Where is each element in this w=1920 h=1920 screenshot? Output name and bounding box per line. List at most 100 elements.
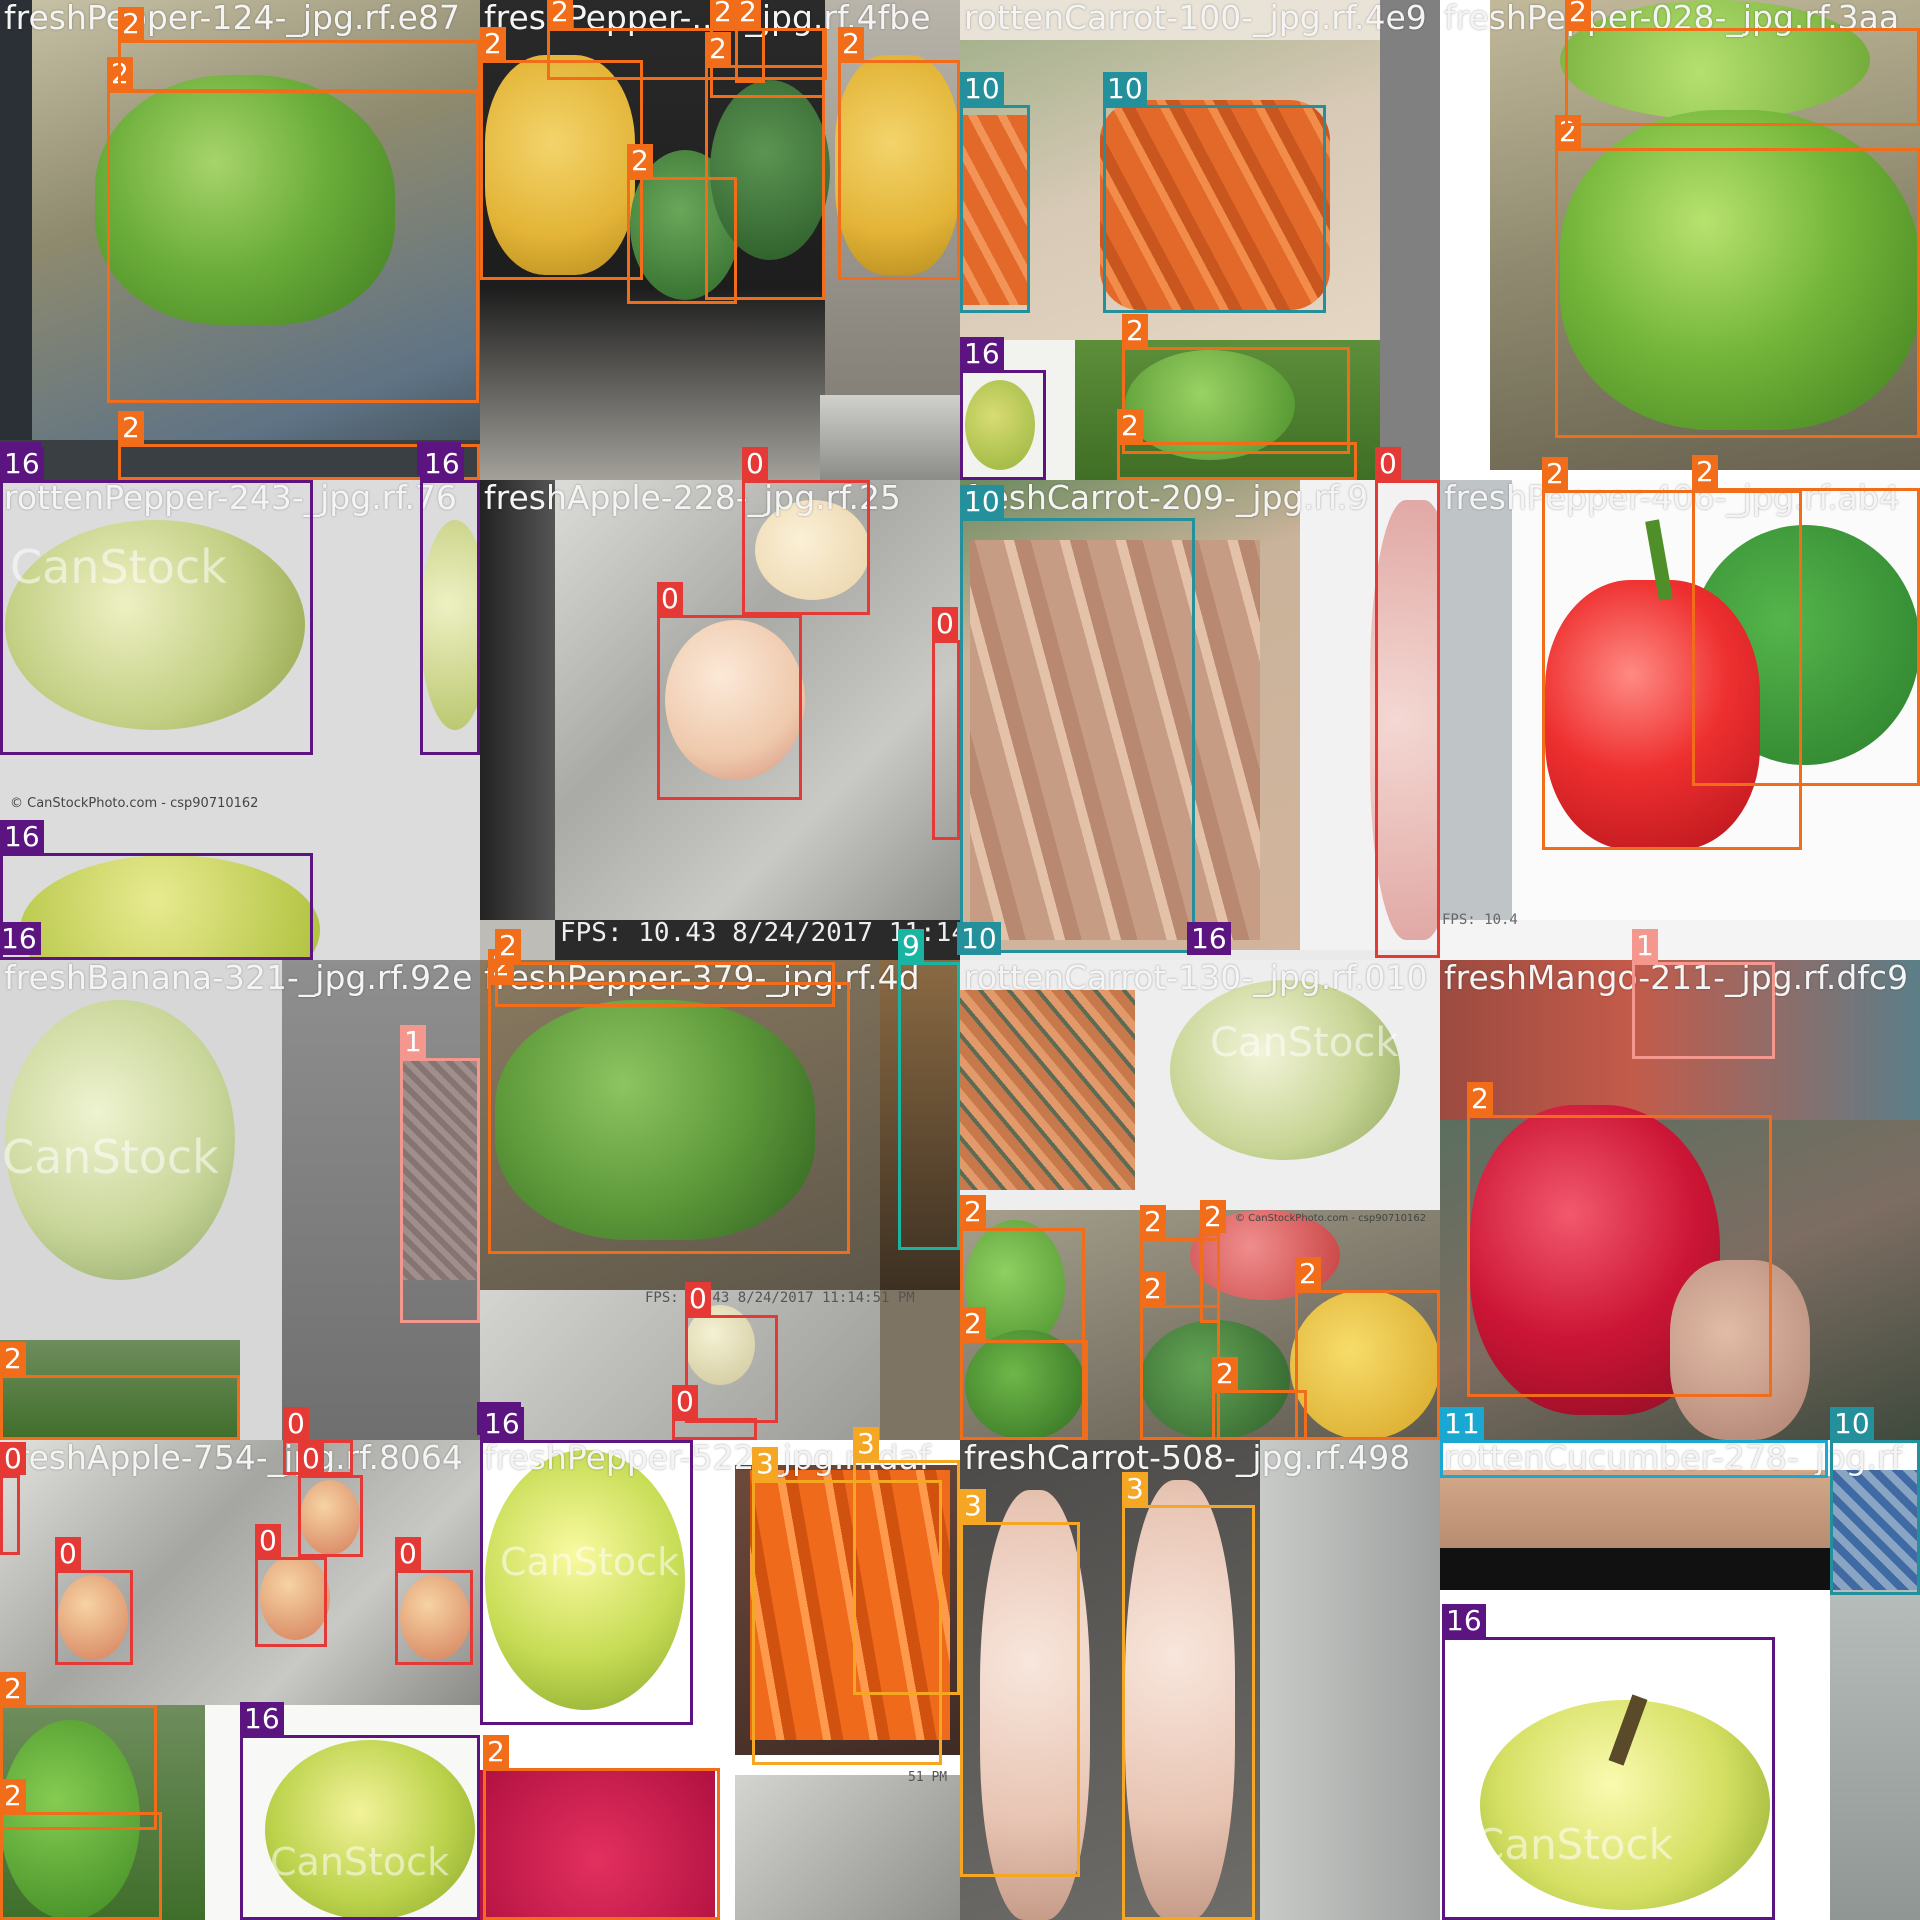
tile-title: rottenCarrot-130-_jpg.rf.010	[964, 960, 1428, 997]
watermark: CanStock	[270, 1840, 450, 1884]
class-label: 2	[483, 1735, 509, 1768]
apple-shape	[1370, 500, 1440, 940]
detection-box: 2	[107, 57, 479, 403]
apple-shape	[685, 1305, 755, 1385]
tile-title: freshMango-211-_jpg.rf.dfc9	[1444, 960, 1909, 997]
carrot-bunch	[1100, 100, 1330, 310]
dark-left-strip	[0, 0, 32, 480]
class-label: 1	[1632, 929, 1658, 962]
green-pepper-shape	[965, 1330, 1085, 1440]
detection-box: 0	[55, 1537, 133, 1665]
class-label: 2	[960, 1195, 986, 1228]
class-label: 2	[495, 929, 521, 962]
detection-box: 2	[0, 1672, 157, 1830]
photo-credit: © CanStockPhoto.com - csp90710162	[1235, 1213, 1427, 1224]
class-label: 10	[1830, 1407, 1874, 1440]
detection-box: 2	[1200, 1200, 1226, 1323]
class-label: 2	[1140, 1205, 1166, 1238]
grey-wall	[1260, 1440, 1440, 1920]
detection-box: 0	[685, 1282, 778, 1423]
tile-fresh-pepper-124: freshPepper-124-_jpg.rf.e87	[0, 0, 480, 480]
class-label: 2	[1565, 0, 1591, 28]
detection-box: 2	[1555, 115, 1920, 438]
tile-fresh-mango-211: freshMango-211-_jpg.rf.dfc9	[1440, 960, 1920, 1440]
class-label: 2	[1295, 1257, 1321, 1290]
patterned-cloth	[400, 1060, 480, 1280]
yellow-pepper-shape	[485, 55, 635, 275]
yellow-pepper-shape	[1290, 1290, 1440, 1440]
tile-title: rottenCarrot-100-_jpg.rf.4e9	[964, 0, 1427, 37]
tile-fresh-pepper-mix: freshPepper-... -_jpg.rf.4fbe	[480, 0, 960, 480]
watermark: CanStock	[500, 1540, 680, 1584]
grey-wall	[1830, 1590, 1920, 1920]
detection-box: 16	[0, 820, 313, 960]
class-label: 16	[420, 447, 464, 480]
class-label: 0	[685, 1282, 711, 1315]
class-label: 2	[118, 7, 144, 40]
tile-rotten-cucumber-278: CanStock rottenCucumber-278-_jpg.rf	[1440, 1440, 1920, 1920]
detection-box: 2	[1117, 409, 1357, 480]
fps-overlay: FPS: 10.4	[1442, 912, 1518, 928]
pale-pepper-shape	[420, 520, 480, 730]
class-label: 2	[1122, 314, 1148, 347]
tile-fresh-pepper-522: 51 PM CanStock freshPepper-522-_jpg.rf.d…	[480, 1440, 960, 1920]
carrot-bunch	[960, 115, 1030, 305]
class-label: 2	[0, 1672, 26, 1705]
tile-rotten-carrot-130: © CanStockPhoto.com - csp90710162 CanSto…	[960, 960, 1440, 1440]
hand	[1670, 1260, 1810, 1440]
class-label: 0	[742, 447, 768, 480]
detection-box: 2	[0, 1779, 162, 1920]
class-label: 0	[932, 607, 958, 640]
watermark: CanStock	[1475, 1820, 1673, 1869]
detection-box: 10	[960, 485, 1195, 953]
detection-box: 0	[672, 1385, 757, 1440]
class-label: 2	[0, 1779, 26, 1812]
steel-tray	[735, 1775, 960, 1920]
class-label: 0	[0, 1442, 26, 1475]
class-label: 2	[1555, 115, 1581, 148]
class-label: 3	[752, 1447, 778, 1480]
detection-box: 2	[488, 949, 850, 1254]
carrot-pile-photo	[960, 990, 1135, 1190]
detection-box: 2	[118, 7, 480, 92]
tile-fresh-pepper-406: FPS: 10.4 freshPepper-406-_jpg.rf.ab4	[1440, 480, 1920, 960]
carrot-bunch	[970, 540, 1260, 940]
fps-overlay: FPS: 10.43 8/24/2017 11:14:51 PM	[645, 1290, 915, 1306]
tile-title: freshBanana-321-_jpg.rf.92e	[4, 960, 473, 997]
detection-box: 16	[480, 1407, 693, 1725]
watermark: CanStock	[2, 1130, 219, 1184]
class-label: 0	[55, 1537, 81, 1570]
tile-photo	[1440, 960, 1920, 1120]
pixelated-photo	[1830, 1470, 1920, 1590]
tile-title: freshPepper-124-_jpg.rf.e87	[4, 0, 460, 37]
detection-box: 0	[395, 1537, 473, 1665]
grey-strip	[1380, 0, 1440, 480]
class-label: 2	[1212, 1357, 1238, 1390]
pale-pepper-shape	[485, 1450, 685, 1710]
class-label: 2	[480, 27, 506, 60]
class-label: 3	[853, 1427, 879, 1460]
watermark: CanStock	[1210, 1020, 1399, 1066]
class-label: 16	[0, 922, 41, 955]
apple-shape	[400, 1575, 470, 1660]
carrot-shape	[1125, 1480, 1235, 1920]
tile-fresh-apple-228: FPS: 10.43 8/24/2017 11:14:51 PM freshAp…	[480, 480, 960, 960]
class-label: 10	[960, 485, 1004, 518]
pepper-shape	[965, 380, 1035, 470]
class-label: 0	[283, 1407, 309, 1440]
wood-photo	[1440, 1470, 1830, 1590]
class-label: 16	[960, 337, 1004, 370]
class-label: 16	[0, 447, 44, 480]
class-label: 0	[657, 582, 683, 615]
detection-box: 10	[960, 72, 1030, 313]
tile-title: freshApple-754-_jpg.rf.8064	[4, 1440, 463, 1477]
detection-box: 2	[735, 0, 765, 83]
detection-box: 3	[853, 1427, 960, 1695]
class-label: 0	[395, 1537, 421, 1570]
detection-box: 3	[752, 1447, 942, 1765]
detection-box: 0	[0, 1442, 26, 1555]
green-pepper-shape	[1560, 110, 1920, 430]
detection-box: 3	[1122, 1472, 1255, 1920]
class-label: 2	[118, 411, 144, 444]
red-pepper-shape	[1545, 580, 1760, 850]
